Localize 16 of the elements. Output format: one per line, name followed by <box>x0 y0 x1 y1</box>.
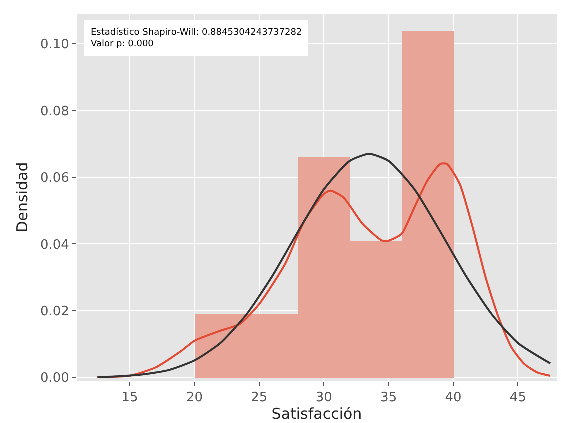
x-tick-label: 25 <box>251 390 268 406</box>
y-tick-label: 0.04 <box>40 238 70 253</box>
x-tick-label: 15 <box>122 390 138 406</box>
y-tick-label: 0.02 <box>40 304 70 320</box>
y-tick-label: 0.10 <box>40 38 70 53</box>
x-tick-label: 45 <box>510 390 526 406</box>
x-tick-label: 20 <box>186 390 204 406</box>
annotation: Estadístico Shapiro-Will: 0.8845304243737282 Valor p: 0.000 <box>91 27 302 50</box>
y-tick-label: 0.00 <box>40 371 70 386</box>
x-tick-label: 35 <box>380 390 398 406</box>
y-axis-title: Densidad <box>14 162 32 233</box>
x-tick-label: 40 <box>445 390 462 406</box>
y-tick-label: 0.08 <box>40 104 70 120</box>
x-tick-label: 30 <box>316 390 332 406</box>
x-axis-title: Satisfacción <box>272 405 362 423</box>
y-tick-label: 0.06 <box>40 171 70 186</box>
